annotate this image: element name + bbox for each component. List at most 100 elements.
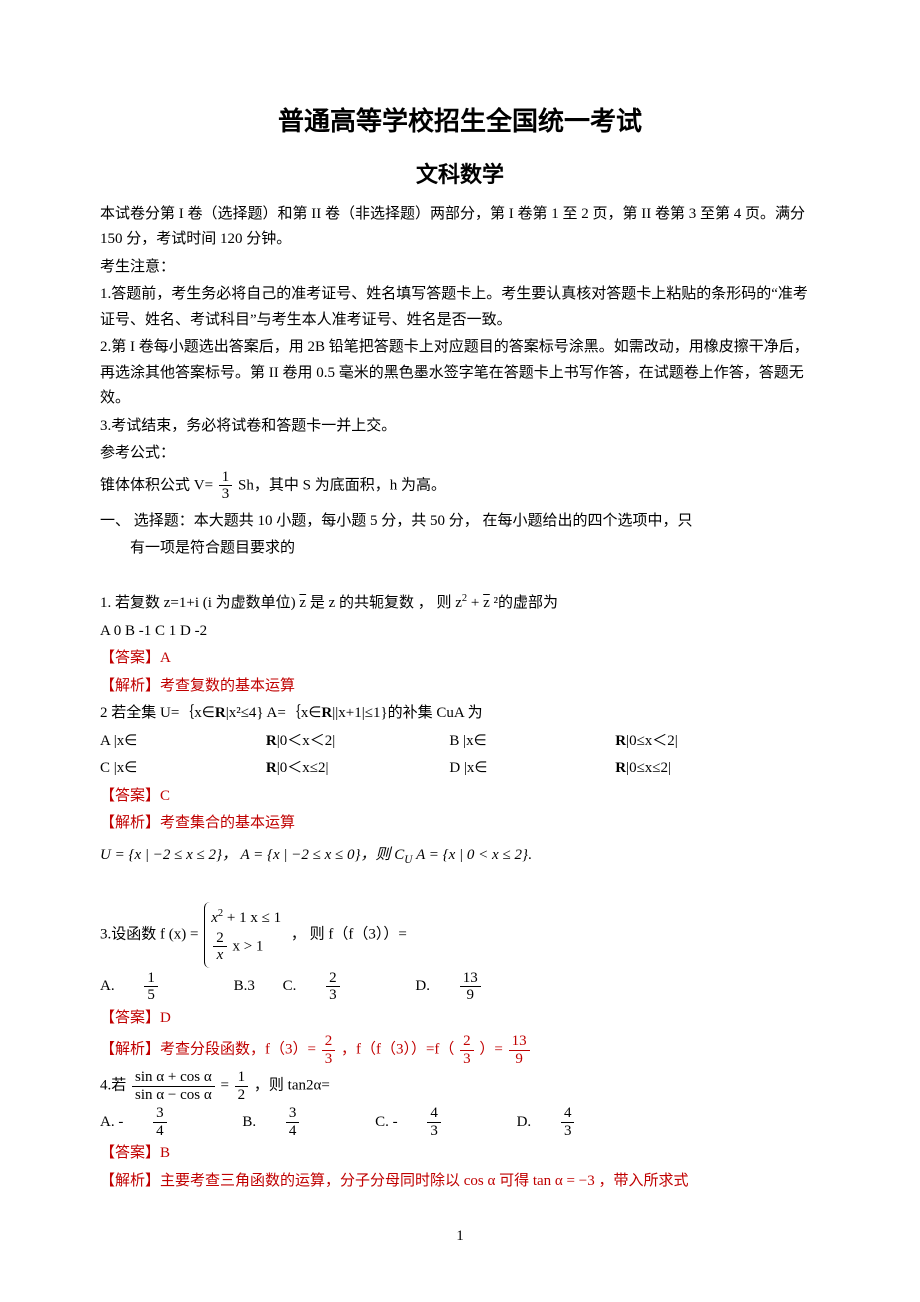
q4-optC-num: 4 bbox=[427, 1105, 441, 1123]
q3-row2-num: 2 bbox=[213, 930, 227, 948]
page-number: 1 bbox=[100, 1224, 820, 1250]
q2-optC2: |0＜x≤2| bbox=[277, 756, 443, 782]
q2-optB2: |0≤x＜2| bbox=[626, 729, 792, 755]
q3-row2-frac: 2 x bbox=[213, 930, 227, 964]
q3-row1-b: + 1 x ≤ 1 bbox=[223, 910, 281, 926]
q4-optB-frac: 3 4 bbox=[286, 1105, 324, 1139]
q4-analysis: 【解析】主要考查三角函数的运算，分子分母同时除以 cos α 可得 tan α … bbox=[100, 1169, 820, 1195]
q3-ans-label: 【答案】 bbox=[100, 1010, 160, 1026]
q3-an-num3: 13 bbox=[509, 1033, 530, 1051]
q2-R2: R bbox=[321, 705, 332, 721]
q2-stem-c: ||x+1|≤1}的补集 CuA 为 bbox=[332, 705, 482, 721]
subtitle: 文科数学 bbox=[100, 156, 820, 193]
q4-num-expr: sin α + cos α bbox=[132, 1069, 215, 1087]
q4-optB-den: 4 bbox=[286, 1123, 300, 1140]
q4-options: A. - 3 4 B. 3 4 C. - 4 3 D. 4 3 bbox=[100, 1105, 820, 1139]
q4-rhs-num: 1 bbox=[235, 1069, 249, 1087]
q2-optA-R: R bbox=[266, 733, 277, 749]
q3-optA-frac: 1 5 bbox=[144, 970, 182, 1004]
q3-an-num1: 2 bbox=[322, 1033, 336, 1051]
q3-an-b: ，f（f（3））=f（ bbox=[341, 1042, 454, 1058]
q4-suffix: ，则 tan2α= bbox=[254, 1078, 330, 1094]
q2-set-dot: . bbox=[528, 847, 532, 863]
q4-answer: 【答案】B bbox=[100, 1141, 820, 1167]
q4-optC-lbl: C. - bbox=[375, 1114, 398, 1130]
section1-heading: 一、 选择题：本大题共 10 小题，每小题 5 分，共 50 分， 在每小题给出… bbox=[100, 509, 820, 535]
q3-an-den1: 3 bbox=[322, 1051, 336, 1068]
q3-optA-lbl: A. bbox=[100, 978, 115, 994]
q2-stem: 2 若全集 U=｛x∈R|x²≤4} A=｛x∈R||x+1|≤1}的补集 Cu… bbox=[100, 701, 820, 727]
q1-ans-label: 【答案】 bbox=[100, 650, 160, 666]
q3-an-den3: 9 bbox=[509, 1051, 530, 1068]
q2-set-A: A = {x | 0 < x ≤ 2} bbox=[416, 847, 528, 863]
q3-an-den2: 3 bbox=[460, 1051, 474, 1068]
cone-frac-den: 3 bbox=[219, 486, 233, 503]
q1-analysis: 【解析】考查复数的基本运算 bbox=[100, 674, 820, 700]
q2-setline: U = {x | −2 ≤ x ≤ 2}， A = {x | −2 ≤ x ≤ … bbox=[100, 843, 820, 869]
q4-ans-label: 【答案】 bbox=[100, 1145, 160, 1161]
preamble-p5: 3.考试结束，务必将试卷和答题卡一并上交。 bbox=[100, 414, 820, 440]
cone-formula: 锥体体积公式 V= 1 3 Sh，其中 S 为底面积，h 为高。 bbox=[100, 469, 820, 503]
q4-optC-frac: 4 3 bbox=[427, 1105, 465, 1139]
preamble-p1: 本试卷分第 I 卷（选择题）和第 II 卷（非选择题）两部分，第 I 卷第 1 … bbox=[100, 202, 820, 253]
q3-optC-frac: 2 3 bbox=[326, 970, 364, 1004]
q3-ans-val: D bbox=[160, 1010, 171, 1026]
q4-rhs-frac: 1 2 bbox=[235, 1069, 249, 1103]
q4-optD-frac: 4 3 bbox=[561, 1105, 599, 1139]
q2-analysis: 【解析】考查集合的基本运算 bbox=[100, 811, 820, 837]
q3-optD-den: 9 bbox=[460, 987, 481, 1004]
q2-ans-label: 【答案】 bbox=[100, 788, 160, 804]
q3-an-frac1: 2 3 bbox=[322, 1033, 336, 1067]
preamble-p6: 参考公式： bbox=[100, 441, 820, 467]
q1-answer: 【答案】A bbox=[100, 646, 820, 672]
q1-stem: 1. 若复数 z=1+i (i 为虚数单位) z 是 z 的共轭复数 ， 则 z… bbox=[100, 591, 820, 617]
cone-suffix: Sh，其中 S 为底面积，h 为高。 bbox=[238, 477, 446, 493]
cone-frac-num: 1 bbox=[219, 469, 233, 487]
q2-optD2: |0≤x≤2| bbox=[626, 756, 792, 782]
q2-optB-R: R bbox=[615, 733, 626, 749]
q3-row1-a: x bbox=[211, 910, 218, 926]
q2-ans-val: C bbox=[160, 788, 170, 804]
q2-optD-R: R bbox=[615, 760, 626, 776]
q3-stem: 3.设函数 f (x) = x2 + 1 x ≤ 1 2 x x > 1 ， 则… bbox=[100, 902, 820, 968]
q3-suffix: ， 则 f（f（3））= bbox=[291, 926, 407, 942]
q4-optC-den: 3 bbox=[427, 1123, 441, 1140]
q2-answer: 【答案】C bbox=[100, 784, 820, 810]
q1-stem-b: 是 z 的共轭复数 ， 则 z bbox=[310, 595, 462, 611]
q3-an-a: 【解析】考查分段函数，f（3）= bbox=[100, 1042, 316, 1058]
q3-optC-num: 2 bbox=[326, 970, 340, 988]
q4-optA-num: 3 bbox=[153, 1105, 167, 1123]
q3-row2-den: x bbox=[217, 947, 224, 963]
q1-ans-val: A bbox=[160, 650, 171, 666]
q2-options-row2: C |x∈R |0＜x≤2| D |x∈R |0≤x≤2| bbox=[100, 756, 820, 782]
preamble-p2: 考生注意： bbox=[100, 255, 820, 281]
q4-prefix: 4.若 bbox=[100, 1078, 126, 1094]
q3-row2-cond: x > 1 bbox=[232, 938, 263, 954]
q3-optD-lbl: D. bbox=[415, 978, 433, 994]
q2-set-U: U bbox=[404, 854, 412, 866]
q3-optA-num: 1 bbox=[144, 970, 158, 988]
q2-optA2: |0＜x＜2| bbox=[277, 729, 443, 755]
q4-optB-num: 3 bbox=[286, 1105, 300, 1123]
q3-optD-frac: 13 9 bbox=[460, 970, 505, 1004]
q1-sq: 2 bbox=[462, 593, 467, 604]
q2-options-row1: A |x∈R |0＜x＜2| B |x∈R |0≤x＜2| bbox=[100, 729, 820, 755]
q3-optB: B.3 bbox=[234, 978, 255, 994]
cone-frac: 1 3 bbox=[219, 469, 233, 503]
q3-prefix: 3.设函数 f (x) = bbox=[100, 926, 202, 942]
q2-optD: D |x∈ bbox=[449, 756, 615, 782]
q1-zbar2: z bbox=[483, 591, 490, 617]
q2-optC: C |x∈ bbox=[100, 756, 266, 782]
q2-set-a: U = {x | −2 ≤ x ≤ 2}， A = {x | −2 ≤ x ≤ … bbox=[100, 847, 391, 863]
q3-answer: 【答案】D bbox=[100, 1006, 820, 1032]
preamble-p4: 2.第 I 卷每小题选出答案后，用 2B 铅笔把答题卡上对应题目的答案标号涂黑。… bbox=[100, 335, 820, 412]
q1-options: A 0 B -1 C 1 D -2 bbox=[100, 619, 820, 645]
q4-stem: 4.若 sin α + cos α sin α − cos α = 1 2 ，则… bbox=[100, 1069, 820, 1103]
q3-optC-den: 3 bbox=[326, 987, 340, 1004]
q3-analysis: 【解析】考查分段函数，f（3）= 2 3 ，f（f（3））=f（ 2 3 ）= … bbox=[100, 1033, 820, 1067]
q3-options: A. 1 5 B.3 C. 2 3 D. 13 9 bbox=[100, 970, 820, 1004]
q4-optA-den: 4 bbox=[153, 1123, 167, 1140]
q3-an-num2: 2 bbox=[460, 1033, 474, 1051]
q4-optB-lbl: B. bbox=[242, 1114, 260, 1130]
q1-zbar: z bbox=[299, 591, 306, 617]
